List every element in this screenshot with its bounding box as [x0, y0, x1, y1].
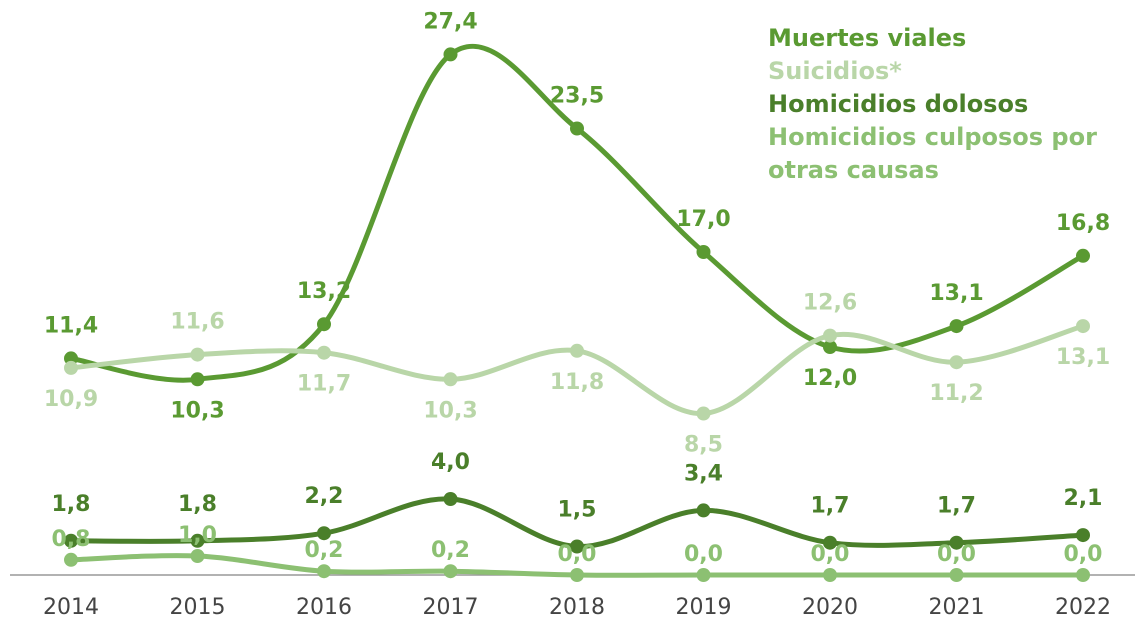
data-point	[443, 372, 458, 387]
x-tick-label: 2019	[676, 595, 732, 620]
data-label: 1,7	[937, 494, 976, 519]
data-point	[190, 347, 205, 362]
data-label: 10,3	[423, 398, 477, 423]
data-label: 0,2	[431, 538, 470, 563]
data-point	[64, 552, 78, 567]
data-point	[949, 355, 964, 370]
data-point	[823, 340, 837, 354]
data-label: 10,9	[44, 387, 98, 412]
data-label: 1,7	[811, 494, 850, 519]
data-label: 0,0	[558, 542, 597, 567]
data-point	[570, 568, 584, 582]
data-label: 0,8	[52, 527, 91, 552]
data-point	[570, 121, 584, 136]
data-label: 11,8	[550, 370, 604, 395]
data-label: 11,7	[297, 372, 351, 397]
data-label: 12,6	[803, 291, 857, 316]
legend-entry: Muertes viales	[768, 24, 967, 52]
data-point	[570, 343, 584, 358]
data-point	[64, 533, 78, 548]
data-label: 11,4	[44, 313, 98, 338]
data-label: 8,5	[684, 433, 723, 458]
x-tick-label: 2021	[929, 595, 985, 620]
data-point	[190, 533, 205, 548]
data-point	[696, 406, 711, 421]
x-tick-label: 2022	[1055, 595, 1111, 620]
data-label: 13,1	[929, 281, 983, 306]
data-point	[317, 317, 331, 332]
data-point	[823, 328, 837, 343]
data-point	[823, 535, 837, 550]
data-point	[696, 245, 711, 259]
legend: Muertes viales Suicidios* Homicidios dolos…	[768, 22, 1108, 187]
data-point	[190, 549, 205, 563]
data-point	[570, 539, 584, 554]
x-tick-label: 2016	[296, 595, 352, 620]
x-tick-label: 2014	[43, 595, 99, 620]
data-label: 4,0	[431, 450, 470, 475]
data-label: 2,1	[1064, 486, 1103, 511]
x-tick-label: 2020	[802, 595, 858, 620]
data-point	[317, 526, 331, 541]
data-point	[64, 360, 78, 375]
data-label: 0,0	[1064, 542, 1103, 567]
data-label: 0,0	[684, 542, 723, 567]
data-label: 13,1	[1056, 345, 1110, 370]
data-label: 0,0	[811, 542, 850, 567]
data-point	[696, 568, 711, 582]
data-point	[317, 345, 331, 360]
data-label: 1,8	[52, 492, 91, 517]
legend-entry: Suicidios*	[768, 57, 902, 85]
data-point	[443, 47, 458, 62]
data-point	[823, 568, 837, 582]
data-point	[317, 564, 331, 579]
data-point	[949, 535, 964, 550]
data-label: 3,4	[684, 461, 723, 486]
data-label: 11,2	[929, 381, 983, 406]
data-label: 23,5	[550, 84, 604, 109]
data-label: 16,8	[1056, 211, 1110, 236]
data-label: 1,0	[178, 523, 217, 548]
data-label: 10,3	[170, 398, 224, 423]
data-point	[443, 492, 458, 506]
data-label: 1,8	[178, 492, 217, 517]
data-point	[190, 372, 205, 387]
data-label: 13,2	[297, 279, 351, 304]
data-label: 2,2	[305, 484, 344, 509]
data-label: 0,0	[937, 542, 976, 567]
data-point	[949, 319, 964, 334]
data-label: 11,6	[170, 310, 224, 335]
data-label: 12,0	[803, 366, 857, 391]
data-point	[1076, 319, 1090, 334]
data-point	[949, 568, 964, 582]
x-tick-label: 2017	[423, 595, 479, 620]
data-point	[696, 503, 711, 518]
data-point	[1076, 248, 1090, 263]
data-label: 0,2	[305, 538, 344, 563]
legend-entry: Homicidios dolosos	[768, 90, 1029, 118]
legend-entry: Homicidios culposos por otras causas	[768, 123, 1097, 184]
data-label: 27,4	[423, 9, 477, 34]
data-point	[1076, 568, 1090, 582]
series-line	[70, 44, 1085, 383]
x-tick-label: 2018	[549, 595, 605, 620]
data-point	[443, 564, 458, 579]
data-label: 1,5	[558, 498, 597, 523]
data-label: 17,0	[676, 207, 730, 232]
x-tick-label: 2015	[170, 595, 226, 620]
data-point	[1076, 528, 1090, 543]
